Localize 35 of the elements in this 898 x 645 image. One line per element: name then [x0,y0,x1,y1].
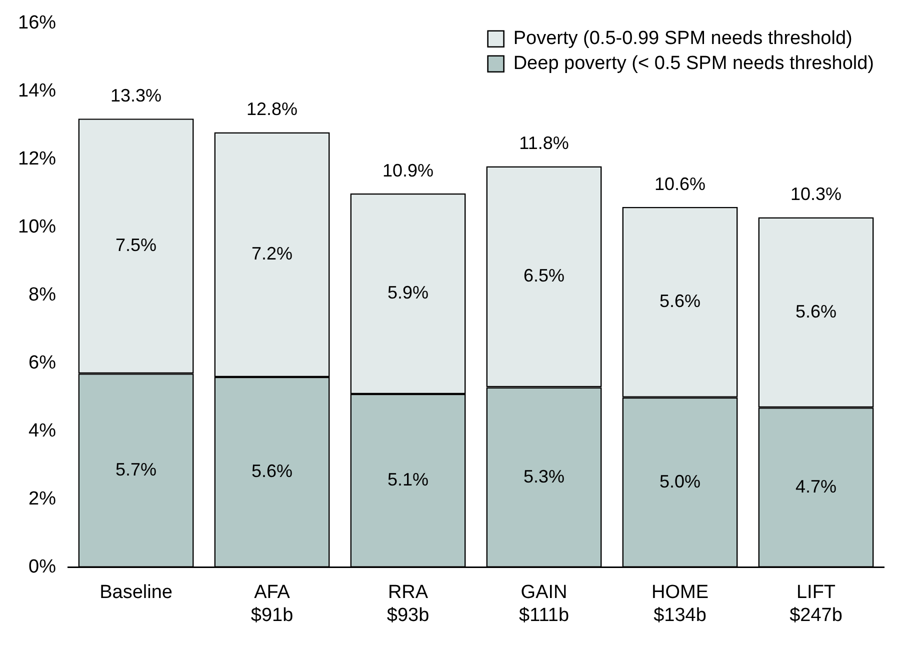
total-label: 10.9% [382,160,434,180]
data-label: 5.6% [795,301,837,322]
y-tick-label: 8% [28,284,56,306]
data-label: 4.7% [795,476,837,496]
data-label: 5.7% [116,459,157,480]
x-tick-label: RRA $93b [386,582,430,626]
y-tick-label: 0% [28,556,56,578]
x-tick-label: GAIN $111b [519,582,570,626]
x-tick-label: LIFT $247b [790,582,842,626]
x-tick-label: HOME $134b [652,582,709,626]
y-tick-label: 10% [18,216,56,238]
total-label: 10.3% [790,184,842,204]
total-label: 11.8% [519,133,569,154]
data-label: 5.6% [659,291,701,312]
legend-label: Deep poverty (< 0.5 SPM needs threshold) [513,53,874,74]
y-tick-label: 14% [18,80,56,102]
x-tick-label: AFA $91b [250,582,294,626]
total-label: 13.3% [110,86,162,106]
total-label: 12.8% [246,99,298,120]
total-label: 10.6% [654,174,706,194]
data-label: 6.5% [523,266,565,286]
y-tick-label: 12% [18,148,56,170]
y-tick-label: 2% [28,488,56,510]
data-label: 7.2% [252,244,293,264]
data-label: 5.0% [659,471,701,492]
data-label: 5.6% [252,461,293,482]
data-label: 7.5% [116,235,157,256]
x-tick-label: Baseline [100,582,172,604]
data-label: 5.1% [388,470,429,490]
legend-label: Poverty (0.5-0.99 SPM needs threshold) [513,28,852,50]
data-label: 5.3% [523,466,565,486]
y-tick-label: 16% [18,12,56,34]
y-tick-label: 6% [28,352,56,374]
data-label: 5.9% [388,282,429,303]
y-tick-label: 4% [28,420,56,442]
